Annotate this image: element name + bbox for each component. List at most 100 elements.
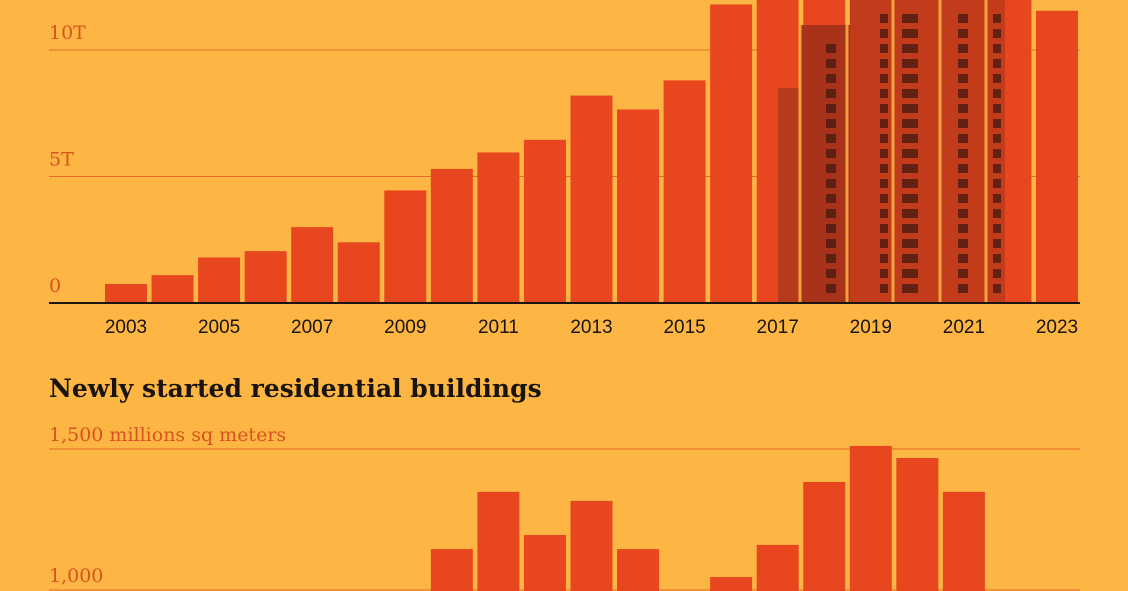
building-window bbox=[880, 59, 888, 68]
bar-gap bbox=[891, 0, 895, 303]
bar-2006 bbox=[244, 251, 287, 303]
building-window bbox=[993, 89, 1001, 98]
bar-2023 bbox=[1036, 10, 1078, 303]
building-window bbox=[902, 134, 918, 143]
building-window bbox=[958, 284, 968, 293]
bar-2011 bbox=[477, 152, 520, 303]
bar-gap bbox=[845, 0, 849, 303]
building-window bbox=[880, 269, 888, 278]
building-window bbox=[826, 179, 836, 188]
building-window bbox=[902, 164, 918, 173]
building-window bbox=[902, 74, 918, 83]
building-photo bbox=[778, 0, 1005, 303]
building-window bbox=[826, 209, 836, 218]
x-tick-label: 2005 bbox=[198, 317, 240, 338]
building-window bbox=[958, 59, 968, 68]
building-window bbox=[826, 269, 836, 278]
building-window bbox=[993, 104, 1001, 113]
bar-2016 bbox=[710, 577, 753, 591]
building-window bbox=[902, 179, 918, 188]
building-window bbox=[902, 149, 918, 158]
building-window bbox=[880, 74, 888, 83]
bar-2010 bbox=[430, 168, 473, 303]
building-window bbox=[880, 29, 888, 38]
building-window bbox=[880, 14, 888, 23]
building-window bbox=[826, 119, 836, 128]
bar-2021 bbox=[942, 491, 985, 591]
building-window bbox=[993, 164, 1001, 173]
bar-2011 bbox=[477, 491, 520, 591]
building-window bbox=[993, 74, 1001, 83]
bar-2014 bbox=[617, 109, 660, 303]
building-window bbox=[880, 254, 888, 263]
building-window bbox=[880, 89, 888, 98]
bar-2013 bbox=[570, 95, 613, 303]
building-window bbox=[880, 224, 888, 233]
bar-2010 bbox=[430, 549, 473, 591]
building-window bbox=[880, 149, 888, 158]
bar-2017 bbox=[756, 544, 799, 591]
bottom-chart-y-ticks: 1,000 1,500 millions sq meters bbox=[49, 424, 286, 587]
building-window bbox=[993, 254, 1001, 263]
building-window bbox=[958, 239, 968, 248]
building-window bbox=[958, 224, 968, 233]
building-window bbox=[958, 179, 968, 188]
building-window bbox=[993, 29, 1001, 38]
building-window bbox=[993, 284, 1001, 293]
y-tick-label: 5T bbox=[49, 149, 74, 171]
bar-2007 bbox=[291, 227, 334, 303]
building-window bbox=[902, 239, 918, 248]
building-window bbox=[993, 224, 1001, 233]
building-window bbox=[826, 284, 836, 293]
bar-2013 bbox=[570, 500, 613, 591]
x-tick-label: 2017 bbox=[757, 317, 799, 338]
building-window bbox=[958, 209, 968, 218]
building-window bbox=[993, 239, 1001, 248]
building-window bbox=[902, 119, 918, 128]
building-window bbox=[826, 164, 836, 173]
building-window bbox=[880, 119, 888, 128]
x-tick-label: 2003 bbox=[105, 317, 147, 338]
building-tower-left bbox=[800, 25, 850, 303]
building-window bbox=[993, 14, 1001, 23]
building-side bbox=[778, 88, 800, 303]
top-chart-x-ticks: 2003 2005 2007 2009 2011 2013 2015 2017 2019 2021… bbox=[105, 317, 1078, 338]
x-tick-label: 2015 bbox=[663, 317, 705, 338]
y-tick-label: 1,000 bbox=[49, 565, 103, 587]
building-window bbox=[880, 134, 888, 143]
building-window bbox=[993, 269, 1001, 278]
building-window bbox=[958, 149, 968, 158]
building-window bbox=[958, 134, 968, 143]
building-window bbox=[826, 104, 836, 113]
x-tick-label: 2021 bbox=[943, 317, 985, 338]
building-window bbox=[826, 44, 836, 53]
building-window bbox=[958, 29, 968, 38]
building-window bbox=[993, 194, 1001, 203]
building-window bbox=[993, 134, 1001, 143]
building-window bbox=[902, 224, 918, 233]
building-tower-main bbox=[850, 0, 1005, 303]
building-window bbox=[902, 194, 918, 203]
x-tick-label: 2019 bbox=[850, 317, 892, 338]
building-window bbox=[958, 104, 968, 113]
building-window bbox=[880, 239, 888, 248]
bar-2012 bbox=[523, 535, 566, 591]
bar-2019 bbox=[849, 445, 892, 591]
bar-2018 bbox=[803, 481, 846, 591]
x-tick-label: 2009 bbox=[384, 317, 426, 338]
y-tick-label: 1,500 millions sq meters bbox=[49, 424, 286, 446]
building-window bbox=[993, 59, 1001, 68]
building-window bbox=[902, 254, 918, 263]
building-window bbox=[958, 44, 968, 53]
building-window bbox=[902, 59, 918, 68]
y-tick-label: 10T bbox=[49, 22, 86, 44]
building-window bbox=[902, 269, 918, 278]
building-window bbox=[826, 239, 836, 248]
bar-gap bbox=[938, 0, 942, 303]
building-window bbox=[902, 29, 918, 38]
building-window bbox=[902, 284, 918, 293]
building-window bbox=[958, 119, 968, 128]
building-window bbox=[826, 224, 836, 233]
building-window bbox=[880, 194, 888, 203]
